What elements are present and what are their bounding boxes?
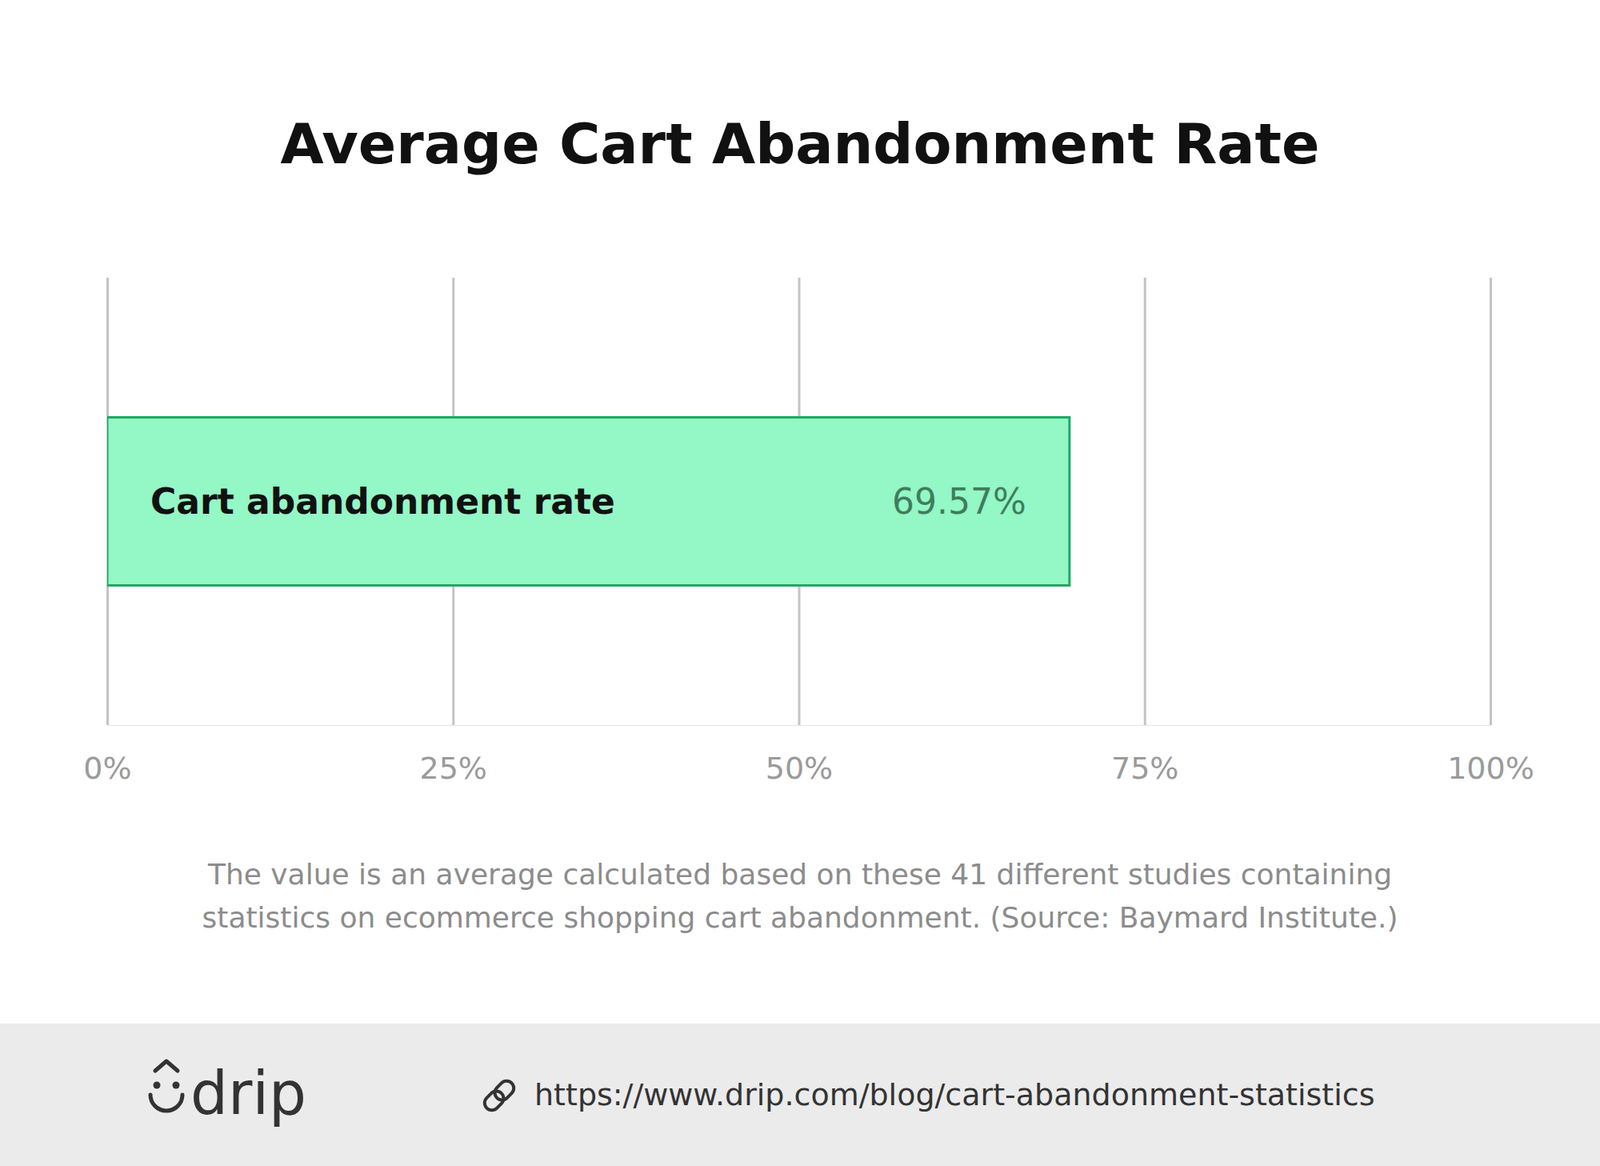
background xyxy=(0,0,1600,1166)
link-ring xyxy=(492,1077,517,1103)
url: https://www.drip.com/blog/cart-abandonme… xyxy=(534,1076,1375,1112)
footer: drip https://www.drip.com/blog/cart-aband… xyxy=(0,1023,1600,1166)
tick-label: 75% xyxy=(1111,750,1179,786)
title: Average Cart Abandonment Rate xyxy=(280,111,1320,177)
tick-label: 25% xyxy=(420,750,488,786)
tick-label: 0% xyxy=(83,750,132,786)
bar xyxy=(107,417,1070,586)
tick-label: 50% xyxy=(765,750,833,786)
link-icon xyxy=(481,1077,517,1113)
logo-smile xyxy=(150,1094,183,1111)
data-label: 69.57% xyxy=(892,480,1027,522)
tick: 100% xyxy=(1447,277,1535,786)
annotation: The value is an average calculated based… xyxy=(207,857,1392,891)
logo-eye xyxy=(172,1081,180,1089)
category-label: Cart abandonment rate xyxy=(150,480,616,522)
caption: The value is an average calculated based… xyxy=(202,857,1399,934)
labels: Cart abandonment rate 69.57% xyxy=(150,480,1027,522)
tick-label: 100% xyxy=(1447,750,1535,786)
x-axis: 0% 25% 50% 75% 100% xyxy=(83,277,1534,786)
bars xyxy=(107,417,1070,586)
axis-line xyxy=(108,724,1492,726)
chart: Average Cart Abandonment Rate 0% 25% 50% 75%… xyxy=(0,0,1600,1166)
grid-line xyxy=(1489,277,1492,725)
tick: 75% xyxy=(1111,277,1179,786)
logo-icon xyxy=(150,1060,183,1111)
logo-drop xyxy=(155,1060,178,1071)
annotation: statistics on ecommerce shopping cart ab… xyxy=(202,900,1399,934)
logo-eye xyxy=(153,1081,161,1089)
footer-band xyxy=(0,1023,1600,1166)
logo-text: drip xyxy=(190,1058,307,1128)
grid-line xyxy=(1144,277,1147,725)
